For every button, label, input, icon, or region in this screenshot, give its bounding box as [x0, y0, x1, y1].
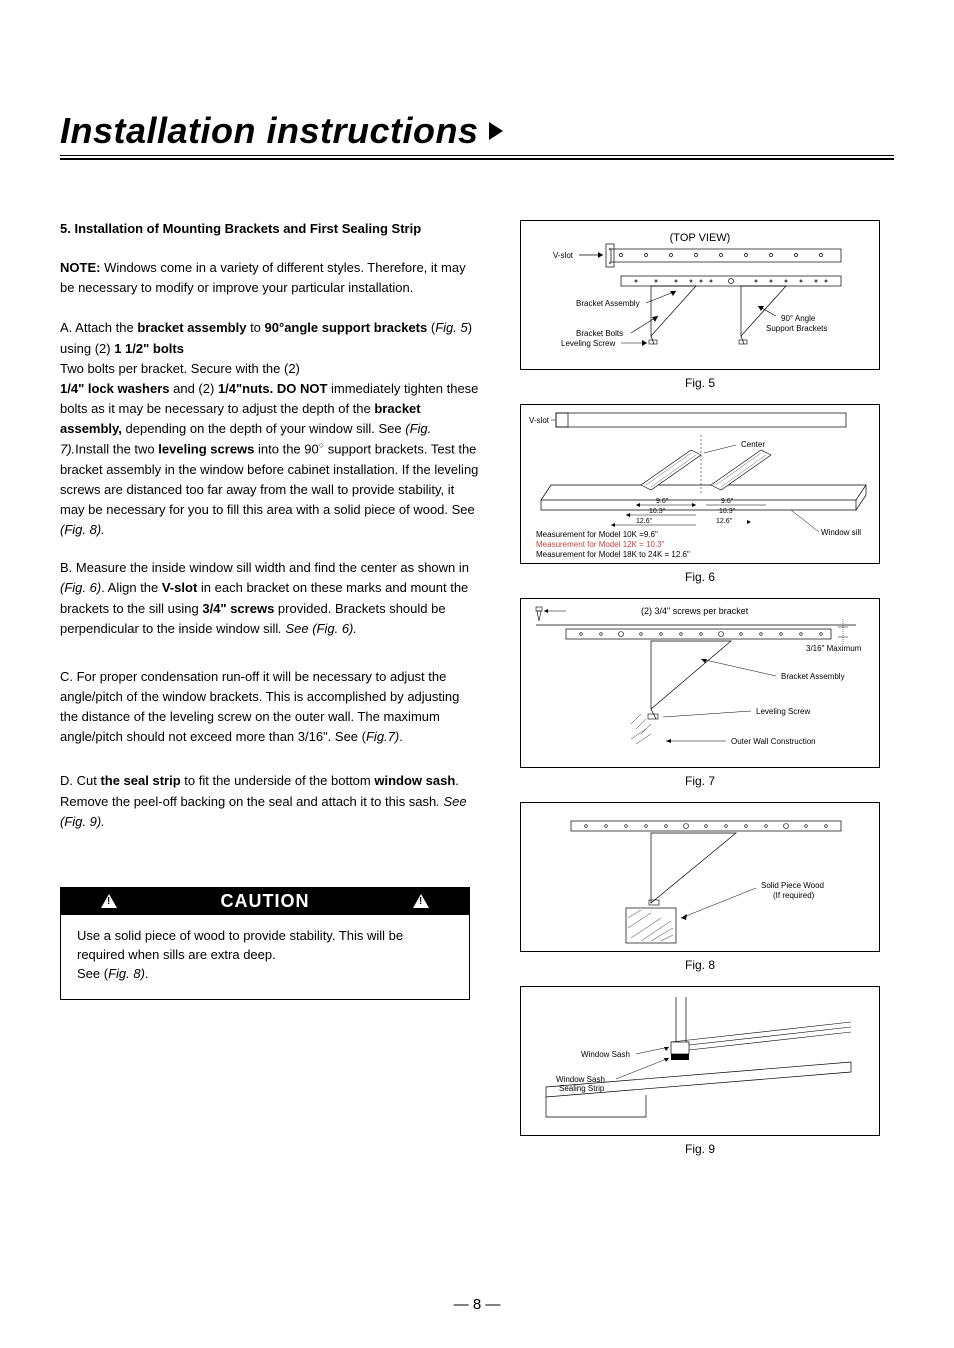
figure-7-label: Fig. 7	[520, 774, 880, 788]
fig6-meas1: Measurement for Model 10K =9.6"	[536, 530, 658, 539]
page-number: — 8 —	[454, 1296, 501, 1313]
caution-text: .	[145, 966, 149, 981]
page-number-value: 8	[473, 1296, 481, 1313]
fig5-leveling-screw: Leveling Screw	[561, 339, 615, 348]
text: .	[399, 729, 403, 744]
warning-triangle-icon	[101, 894, 117, 908]
fig5-top-view: (TOP VIEW)	[670, 232, 731, 244]
text: (	[427, 320, 435, 335]
figure-8: Solid Piece Wood (If required)	[520, 802, 880, 952]
figure-5: (TOP VIEW) V-slot	[520, 220, 880, 370]
title-triangle-icon	[489, 122, 503, 140]
figure-9-svg: Window Sash Window Sash Sealing Strip	[521, 987, 879, 1135]
fig6-meas3: Measurement for Model 18K to 24K = 12.6"	[536, 550, 690, 559]
section-heading: 5. Installation of Mounting Brackets and…	[60, 220, 480, 238]
fig6-vslot: V-slot	[529, 416, 550, 425]
text: into the 90	[254, 442, 318, 457]
fig6-meas2: Measurement for Model 12K = 10.3"	[536, 540, 665, 549]
fig7-outer-wall: Outer Wall Construction	[731, 737, 816, 746]
figure-8-label: Fig. 8	[520, 958, 880, 972]
text: Two bolts per bracket. Secure with the (…	[60, 361, 300, 376]
fig7-leveling-screw: Leveling Screw	[756, 707, 810, 716]
fig6-m3b: 12.6"	[716, 518, 733, 525]
warning-triangle-icon	[413, 894, 429, 908]
fig9-sash: Window Sash	[581, 1050, 630, 1059]
text-italic: (Fig. 6)	[60, 580, 101, 595]
text: A. Attach the	[60, 320, 137, 335]
fig6-m2a: 10.3"	[649, 508, 666, 515]
text-bold: 1/4"nuts. DO NOT	[218, 381, 327, 396]
text-bold: 1/4" lock washers	[60, 381, 170, 396]
text: to fit the underside of the bottom	[181, 773, 375, 788]
page-title: Installation instructions	[60, 110, 479, 152]
figure-7: (2) 3/4" screws per bracket 3/16" Maximu…	[520, 598, 880, 768]
text: Install the two	[75, 442, 158, 457]
fig5-90-angle-2: Support Brackets	[766, 324, 827, 333]
caution-body: Use a solid piece of wood to provide sta…	[61, 915, 469, 1000]
fig5-bracket-assembly: Bracket Assembly	[576, 299, 640, 308]
text: . Align the	[101, 580, 162, 595]
paragraph-b: B. Measure the inside window sill width …	[60, 558, 480, 639]
text-italic: . See (Fig. 6).	[278, 621, 357, 636]
title-inner: Installation instructions	[60, 110, 894, 156]
fig9-strip-2: Sealing Strip	[559, 1084, 605, 1093]
figure-5-svg: (TOP VIEW) V-slot	[521, 221, 879, 369]
caution-header: CAUTION	[61, 888, 469, 915]
text-bold: 3/4" screws	[202, 601, 274, 616]
left-column: 5. Installation of Mounting Brackets and…	[60, 220, 480, 1170]
caution-text: Use a solid piece of wood to provide sta…	[77, 928, 403, 962]
text-bold: V-slot	[162, 580, 197, 595]
figure-6: V-slot Center 9.6"	[520, 404, 880, 564]
figure-8-svg: Solid Piece Wood (If required)	[521, 803, 879, 951]
caution-text-italic: Fig. 8)	[108, 966, 145, 981]
fig5-vslot: V-slot	[553, 251, 574, 260]
fig8-wood-1: Solid Piece Wood	[761, 881, 824, 890]
fig6-m1b: 9.6"	[721, 498, 734, 505]
paragraph-c: C. For proper condensation run-off it wi…	[60, 667, 480, 748]
text: D. Cut	[60, 773, 100, 788]
fig9-strip-1: Window Sash	[556, 1075, 605, 1084]
fig6-m1a: 9.6"	[656, 498, 669, 505]
fig7-max: 3/16" Maximum	[806, 644, 862, 653]
text-italic: (Fig. 8).	[60, 522, 105, 537]
caution-box: CAUTION Use a solid piece of wood to pro…	[60, 887, 470, 1001]
figure-6-svg: V-slot Center 9.6"	[521, 405, 879, 563]
fig5-90-angle-1: 90° Angle	[781, 314, 816, 323]
paragraph-a: A. Attach the bracket assembly to 90°ang…	[60, 318, 480, 540]
text: depending on the depth of your window si…	[122, 421, 405, 436]
fig6-window-sill: Window sill	[821, 528, 861, 537]
fig6-center: Center	[741, 440, 765, 449]
figure-9: Window Sash Window Sash Sealing Strip	[520, 986, 880, 1136]
fig6-m2b: 10.3"	[719, 508, 736, 515]
text-italic: Fig. 5	[435, 320, 468, 335]
fig6-m3a: 12.6"	[636, 518, 653, 525]
text: and (2)	[170, 381, 218, 396]
fig7-bracket-assembly: Bracket Assembly	[781, 672, 845, 681]
right-column: (TOP VIEW) V-slot	[520, 220, 880, 1170]
note-label: NOTE:	[60, 260, 100, 275]
caution-text: See (	[77, 966, 108, 981]
text-bold: 1 1/2" bolts	[114, 341, 184, 356]
figure-5-label: Fig. 5	[520, 376, 880, 390]
text-bold: leveling screws	[158, 442, 254, 457]
paragraph-d: D. Cut the seal strip to fit the undersi…	[60, 771, 480, 831]
text: B. Measure the inside window sill width …	[60, 560, 469, 575]
content-columns: 5. Installation of Mounting Brackets and…	[60, 220, 894, 1170]
text-bold: 90°angle support brackets	[265, 320, 428, 335]
text-bold: bracket assembly	[137, 320, 246, 335]
title-rule: Installation instructions	[60, 110, 894, 160]
text-bold: the seal strip	[100, 773, 180, 788]
note-text: Windows come in a variety of different s…	[60, 260, 466, 295]
figure-9-label: Fig. 9	[520, 1142, 880, 1156]
caution-title: CAUTION	[221, 891, 310, 912]
text-bold: window sash	[374, 773, 455, 788]
figure-6-label: Fig. 6	[520, 570, 880, 584]
fig8-wood-2: (If required)	[773, 891, 815, 900]
text: to	[246, 320, 264, 335]
fig5-bracket-bolts: Bracket Bolts	[576, 329, 623, 338]
note-paragraph: NOTE: Windows come in a variety of diffe…	[60, 258, 480, 298]
text-italic: Fig.7)	[366, 729, 399, 744]
fig7-screws: (2) 3/4" screws per bracket	[641, 606, 749, 616]
figure-7-svg: (2) 3/4" screws per bracket 3/16" Maximu…	[521, 599, 879, 767]
